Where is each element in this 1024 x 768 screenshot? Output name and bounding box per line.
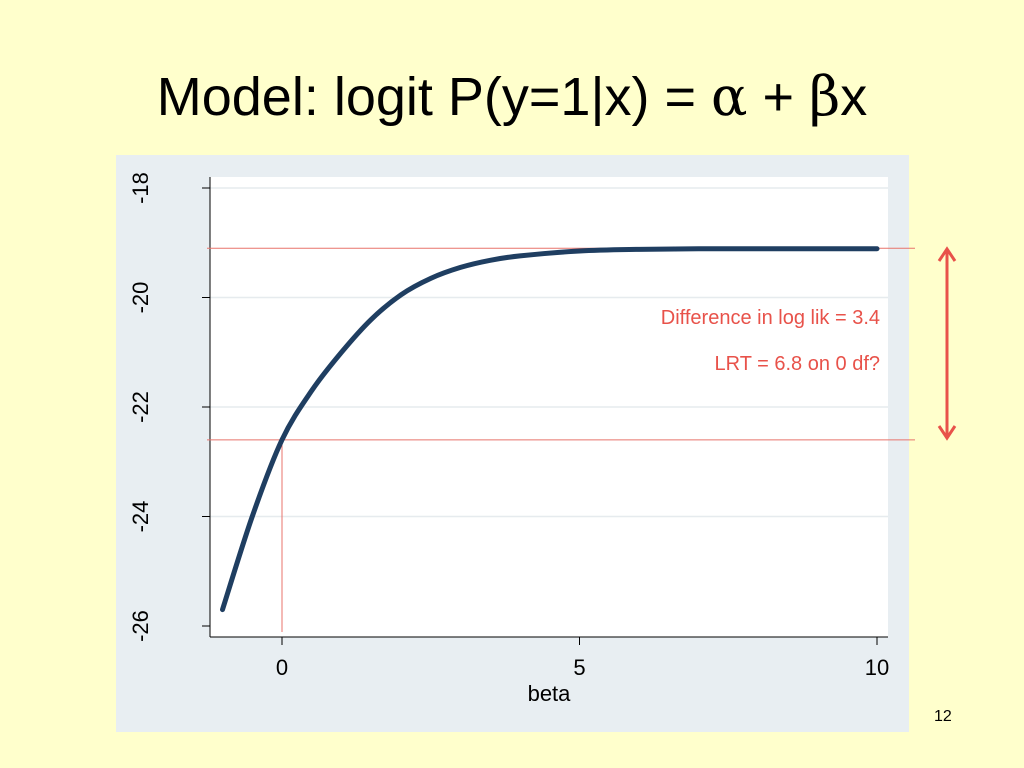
y-tick-label: -22 [128,391,153,423]
slide-title: Model: logit P(y=1|x) = α + βx [0,62,1024,132]
title-plus: + [747,67,810,127]
page-number: 12 [934,708,952,725]
y-tick-label: -20 [128,282,153,314]
annotation-log-lik-difference: Difference in log lik = 3.4 [661,307,880,329]
difference-arrow-head-bottom [937,425,957,441]
x-axis-label: beta [528,681,572,706]
x-tick-label: 10 [865,655,889,680]
alpha-symbol: α [711,65,748,128]
annotation-lrt: LRT = 6.8 on 0 df? [715,353,881,375]
title-prefix: Model: logit P(y=1|x) = [156,67,712,127]
beta-symbol: β [809,65,841,128]
y-tick-label: -18 [128,172,153,204]
title-x: x [840,67,868,127]
x-tick-label: 5 [573,655,585,680]
difference-arrow-head-top [937,246,957,262]
x-tick-label: 0 [276,655,288,680]
y-tick-label: -24 [128,501,153,533]
y-tick-label: -26 [128,610,153,642]
log-likelihood-curve [220,246,880,613]
